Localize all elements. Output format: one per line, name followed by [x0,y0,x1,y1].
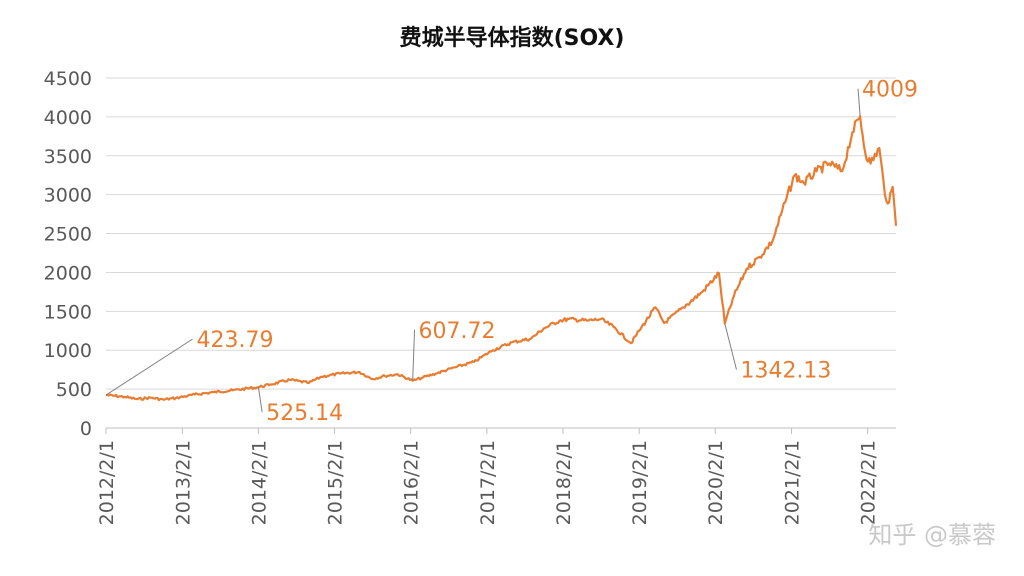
annotation-leader [412,329,416,381]
chart-title: 费城半导体指数(SOX) [399,26,625,51]
annotation-leader [257,387,263,413]
annotation-leader [724,323,737,370]
y-tick-label: 2000 [44,262,92,284]
x-tick-label: 2021/2/1 [782,440,804,525]
y-tick-label: 500 [56,379,92,401]
y-tick-label: 4500 [44,68,92,90]
x-tick-label: 2022/2/1 [858,440,880,525]
annotation-leader [857,88,861,117]
y-tick-label: 4000 [44,107,92,129]
x-tick-label: 2019/2/1 [629,440,651,525]
x-tick-label: 2013/2/1 [172,440,194,525]
y-tick-label: 1500 [44,301,92,323]
data-label: 607.72 [419,319,496,344]
y-tick-label: 3500 [44,146,92,168]
data-label: 525.14 [266,401,343,426]
x-tick-label: 2017/2/1 [477,440,499,525]
annotation-leader [105,338,193,396]
y-tick-label: 1000 [44,340,92,362]
y-tick-label: 2500 [44,224,92,246]
x-tick-label: 2018/2/1 [553,440,575,525]
y-tick-label: 3000 [44,185,92,207]
y-tick-label: 0 [80,418,92,440]
data-label: 4009 [862,78,918,103]
x-tick-label: 2014/2/1 [248,440,270,525]
x-tick-label: 2015/2/1 [325,440,347,525]
series-line [105,115,898,402]
x-tick-label: 2020/2/1 [705,440,727,525]
data-label: 423.79 [196,328,273,353]
x-tick-label: 2012/2/1 [96,440,118,525]
data-label: 1342.13 [740,358,831,383]
zhihu-watermark: 知乎 @慕蓉 [868,521,996,549]
x-tick-label: 2016/2/1 [401,440,423,525]
